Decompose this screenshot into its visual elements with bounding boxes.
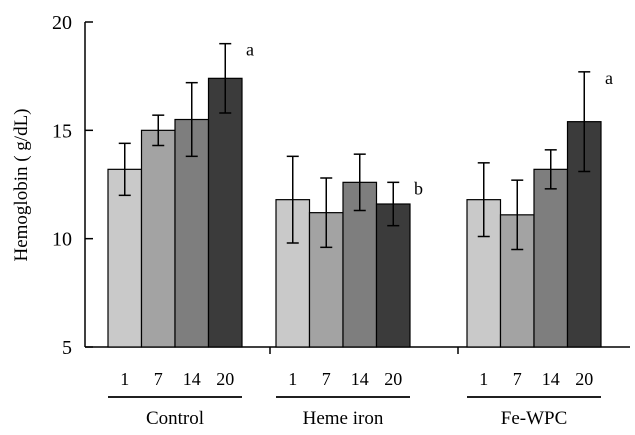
significance-annotation: a [246, 40, 254, 60]
x-tick-label: 7 [513, 369, 522, 389]
bar [207, 77, 243, 348]
y-tick-label: 10 [52, 229, 72, 251]
bar-group-control: 1 7 14 20 a Control [107, 40, 254, 429]
x-tick-label: 1 [288, 369, 297, 389]
y-ticks-group: 5 10 15 20 [52, 12, 93, 359]
y-tick-label: 20 [52, 12, 72, 34]
bar [107, 168, 143, 348]
bar [533, 168, 569, 348]
group-label: Heme iron [303, 408, 384, 429]
y-tick-label: 5 [62, 337, 72, 359]
bar-group-fe-wpc: 1 7 14 20 a Fe-WPC [466, 68, 613, 429]
x-tick-label: 7 [322, 369, 331, 389]
bar [375, 203, 411, 348]
x-tick-label: 20 [384, 369, 402, 389]
bar-groups: 1 7 14 20 a Control 1 7 14 20 b Heme iron 1 7 14 20 a Fe-… [107, 40, 613, 429]
x-tick-label: 1 [479, 369, 488, 389]
x-tick-label: 20 [216, 369, 234, 389]
y-tick-label: 15 [52, 120, 72, 142]
x-tick-label: 1 [120, 369, 129, 389]
x-tick-label: 14 [542, 369, 560, 389]
x-tick-label: 14 [183, 369, 201, 389]
x-tick-label: 20 [575, 369, 593, 389]
group-label: Control [146, 408, 204, 429]
significance-annotation: b [414, 178, 423, 198]
x-tick-label: 7 [154, 369, 163, 389]
x-tick-label: 14 [351, 369, 369, 389]
bar-group-heme-iron: 1 7 14 20 b Heme iron [275, 153, 423, 429]
group-label: Fe-WPC [501, 408, 568, 429]
y-axis-label: Hemoglobin ( g/dL) [11, 108, 32, 261]
significance-annotation: a [605, 68, 613, 88]
bar [140, 129, 176, 348]
